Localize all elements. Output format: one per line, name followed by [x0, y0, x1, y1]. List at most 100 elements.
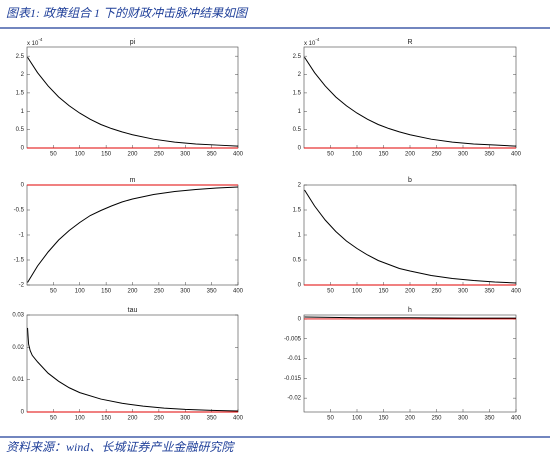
- x-tick-label: 50: [327, 152, 334, 158]
- x-tick-label: 400: [233, 416, 244, 422]
- x-tick-label: 100: [352, 289, 363, 295]
- x-tick-label: 150: [101, 289, 112, 295]
- plot-area: [26, 184, 239, 286]
- x-tick-label: 50: [50, 289, 57, 295]
- x-tick-label: 150: [378, 289, 389, 295]
- y-tick-label: 1: [21, 109, 25, 115]
- y-tick-label: 1.5: [16, 90, 25, 96]
- plot-area: [26, 46, 239, 149]
- y-multiplier: x 10-4: [304, 37, 320, 46]
- x-tick-label: 350: [207, 416, 218, 422]
- y-tick-label: 1: [298, 109, 302, 115]
- x-tick-label: 300: [458, 289, 469, 295]
- x-tick-label: 300: [458, 152, 469, 158]
- y-tick-label: 2: [21, 72, 25, 78]
- y-tick-label: 2: [298, 72, 302, 78]
- x-tick-label: 50: [327, 289, 334, 295]
- subplot-title: tau: [128, 307, 138, 314]
- x-tick-label: 300: [180, 289, 191, 295]
- y-tick-label: 1: [298, 233, 302, 239]
- x-tick-label: 250: [154, 416, 165, 422]
- y-tick-label: -0.02: [287, 396, 301, 402]
- y-multiplier-base: x 10: [27, 41, 39, 47]
- y-multiplier-base: x 10: [304, 41, 316, 47]
- subplot-title: R: [407, 39, 412, 46]
- x-tick-label: 250: [431, 416, 442, 422]
- x-tick-label: 400: [511, 416, 522, 422]
- y-tick-label: 0.5: [293, 258, 302, 264]
- y-tick-label: -2: [19, 283, 25, 289]
- y-multiplier-exponent: -4: [38, 37, 42, 42]
- plot-area: [303, 314, 517, 413]
- y-tick-label: 0: [298, 146, 302, 152]
- series-line: [304, 189, 517, 284]
- x-tick-label: 100: [75, 152, 86, 158]
- plot-area: [26, 314, 239, 413]
- x-tick-label: 200: [405, 416, 416, 422]
- x-tick-label: 100: [352, 152, 363, 158]
- x-tick-label: 150: [101, 152, 112, 158]
- x-tick-label: 250: [154, 289, 165, 295]
- y-tick-label: 1.5: [293, 90, 302, 96]
- y-tick-label: 2.5: [16, 54, 25, 60]
- y-tick-label: 0: [21, 183, 25, 189]
- x-tick-label: 300: [180, 416, 191, 422]
- x-tick-label: 200: [405, 152, 416, 158]
- y-tick-label: -0.01: [287, 356, 301, 362]
- y-tick-label: 2.5: [293, 54, 302, 60]
- source-note: 资料来源：wind、长城证券产业金融研究院: [6, 440, 235, 454]
- x-tick-label: 100: [352, 416, 363, 422]
- x-tick-label: 400: [511, 289, 522, 295]
- y-tick-label: -0.015: [284, 376, 302, 382]
- x-tick-label: 300: [458, 416, 469, 422]
- x-tick-label: 200: [127, 289, 138, 295]
- y-tick-label: 0: [21, 410, 25, 416]
- y-tick-label: -0.005: [284, 336, 302, 342]
- x-tick-label: 300: [180, 152, 191, 158]
- x-tick-label: 200: [127, 416, 138, 422]
- y-tick-label: -1.5: [14, 258, 25, 264]
- y-tick-label: 1.5: [293, 208, 302, 214]
- y-tick-label: 0.03: [12, 313, 24, 319]
- y-tick-label: 0: [298, 317, 302, 323]
- x-tick-label: 250: [431, 152, 442, 158]
- y-tick-label: 0.01: [12, 377, 24, 383]
- x-tick-label: 50: [327, 416, 334, 422]
- y-tick-label: -0.5: [14, 208, 25, 214]
- y-tick-label: 0.5: [293, 127, 302, 133]
- subplot-title: b: [408, 177, 412, 184]
- x-tick-label: 100: [75, 289, 86, 295]
- subplot-title: h: [408, 307, 412, 314]
- y-tick-label: 0: [21, 146, 25, 152]
- x-tick-label: 150: [101, 416, 112, 422]
- figure-title: 图表1: 政策组合 1 下的财政冲击脉冲结果如图: [6, 6, 249, 20]
- x-tick-label: 350: [207, 289, 218, 295]
- x-tick-label: 250: [431, 289, 442, 295]
- x-tick-label: 350: [484, 289, 495, 295]
- x-tick-label: 350: [207, 152, 218, 158]
- series-line: [27, 186, 239, 283]
- x-tick-label: 400: [511, 152, 522, 158]
- y-multiplier: x 10-4: [27, 37, 43, 46]
- x-tick-label: 200: [127, 152, 138, 158]
- x-tick-label: 150: [378, 416, 389, 422]
- x-tick-label: 200: [405, 289, 416, 295]
- y-tick-label: 0: [298, 283, 302, 289]
- series-line: [304, 316, 516, 319]
- y-tick-label: 0.5: [16, 127, 25, 133]
- y-tick-label: -1: [19, 233, 25, 239]
- x-tick-label: 350: [484, 152, 495, 158]
- x-tick-label: 50: [50, 416, 57, 422]
- subplot-title: pi: [130, 39, 136, 46]
- y-tick-label: 2: [298, 183, 302, 189]
- x-tick-label: 250: [154, 152, 165, 158]
- y-multiplier-exponent: -4: [315, 37, 319, 42]
- x-tick-label: 100: [75, 416, 86, 422]
- plot-area: [303, 46, 517, 149]
- x-tick-label: 350: [484, 416, 495, 422]
- series-line: [27, 327, 239, 412]
- series-line: [27, 57, 239, 147]
- subplot-title: m: [130, 177, 136, 184]
- y-tick-label: 0.02: [12, 345, 24, 351]
